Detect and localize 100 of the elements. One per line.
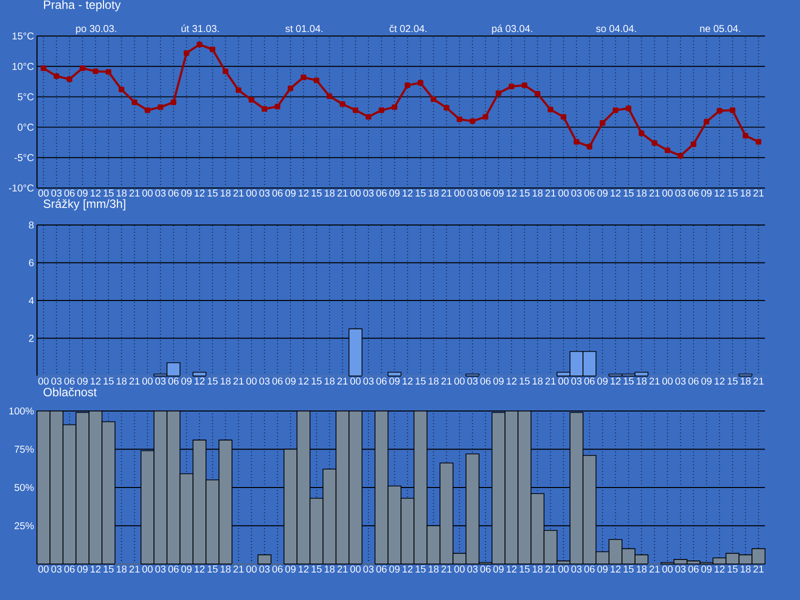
x-tick-label: 12 [402, 190, 413, 197]
y-tick-label: 25% [14, 522, 34, 530]
x-tick-label: 03 [259, 378, 270, 385]
x-tick-label: 21 [753, 378, 764, 385]
x-tick-label: 15 [520, 566, 530, 573]
x-tick-label: 06 [688, 566, 699, 573]
x-tick-label: 03 [155, 378, 166, 385]
x-tick-label: 18 [428, 378, 439, 385]
x-tick-label: 09 [389, 378, 400, 385]
x-tick-label: 18 [532, 378, 543, 385]
x-tick-label: 12 [506, 566, 517, 573]
x-tick-label: 00 [558, 378, 569, 385]
point [40, 65, 46, 72]
point [184, 50, 190, 56]
x-tick-label: 12 [610, 566, 621, 573]
x-tick-label: 21 [545, 566, 556, 573]
point [444, 104, 450, 111]
point [652, 140, 658, 146]
x-tick-label: 00 [38, 566, 49, 573]
x-tick-label: 06 [584, 190, 595, 197]
y-tick-label: 50% [14, 484, 34, 492]
point [66, 76, 72, 82]
x-tick-label: 00 [558, 190, 569, 197]
x-tick-label: 03 [155, 566, 166, 573]
x-tick-label: 03 [259, 190, 270, 197]
x-tick-label: 00 [662, 378, 673, 385]
x-tick-label: 09 [181, 190, 192, 197]
point [132, 99, 138, 106]
point [392, 104, 398, 110]
x-tick-label: 18 [220, 566, 231, 573]
x-tick-label: 00 [350, 566, 361, 573]
point [404, 82, 410, 88]
x-tick-label: 15 [312, 190, 322, 197]
point [534, 90, 540, 97]
point [248, 97, 254, 103]
x-tick-label: 15 [208, 378, 218, 385]
x-tick-label: 03 [571, 190, 582, 197]
x-tick-label: 21 [233, 190, 244, 197]
x-tick-label: 06 [168, 190, 179, 197]
x-tick-label: 00 [350, 378, 361, 385]
x-tick-label: 12 [90, 378, 101, 385]
x-tick-label: 15 [104, 378, 114, 385]
x-tick-label: 00 [246, 378, 257, 385]
x-tick-label: 18 [324, 378, 335, 385]
x-tick-label: 03 [363, 378, 374, 385]
point [288, 86, 294, 92]
point [482, 114, 488, 120]
x-tick-label: 12 [298, 566, 309, 573]
x-tick-label: 03 [675, 566, 686, 573]
x-tick-label: 12 [298, 190, 309, 197]
x-tick-label: 09 [181, 378, 192, 385]
x-tick-label: 15 [728, 190, 738, 197]
point [664, 148, 670, 154]
x-tick-label: 00 [454, 190, 465, 197]
x-tick-label: 03 [675, 190, 686, 197]
point [690, 141, 696, 148]
y-tick-label: 100% [9, 407, 34, 415]
x-tick-label: 06 [272, 566, 283, 573]
x-tick-label: 18 [636, 378, 647, 385]
y-tick-label: 10°C [12, 62, 34, 70]
x-tick-label: 09 [389, 190, 400, 197]
x-tick-label: 09 [701, 566, 712, 573]
point [638, 130, 644, 136]
y-tick-label: 0°C [18, 124, 34, 131]
point [742, 132, 748, 139]
x-tick-label: 00 [142, 378, 153, 385]
point [756, 139, 762, 145]
point [314, 78, 320, 84]
x-tick-label: 00 [38, 190, 49, 197]
x-tick-label: 06 [480, 378, 491, 385]
point [560, 114, 566, 120]
x-tick-label: 06 [272, 190, 283, 197]
point [456, 116, 462, 122]
x-tick-label: 03 [571, 378, 582, 385]
x-tick-label: 15 [728, 378, 738, 385]
x-tick-label: 00 [142, 566, 153, 573]
text: čt 02.04. [390, 24, 426, 32]
x-tick-label: 15 [624, 190, 634, 197]
x-tick-label: 21 [129, 566, 140, 573]
x-tick-label: 06 [168, 566, 179, 573]
x-tick-label: 15 [208, 566, 218, 573]
y-tick-label: 4 [28, 297, 34, 304]
x-tick-label: 12 [298, 378, 309, 385]
point [158, 104, 164, 110]
x-tick-label: 03 [155, 190, 166, 197]
point [236, 87, 242, 93]
x-tick-label: 06 [376, 566, 387, 573]
x-tick-label: 09 [285, 566, 296, 573]
x-tick-label: 00 [142, 190, 153, 197]
x-tick-label: 15 [520, 190, 530, 197]
point [222, 68, 228, 74]
point [196, 42, 202, 48]
x-tick-label: 03 [363, 190, 374, 197]
point [366, 114, 372, 120]
point [118, 86, 124, 92]
x-tick-label: 21 [337, 566, 348, 573]
text: po 30.03. [76, 25, 116, 34]
chart-title: Praha - teploty [44, 0, 121, 12]
x-tick-label: 09 [701, 190, 712, 197]
point [600, 120, 606, 126]
